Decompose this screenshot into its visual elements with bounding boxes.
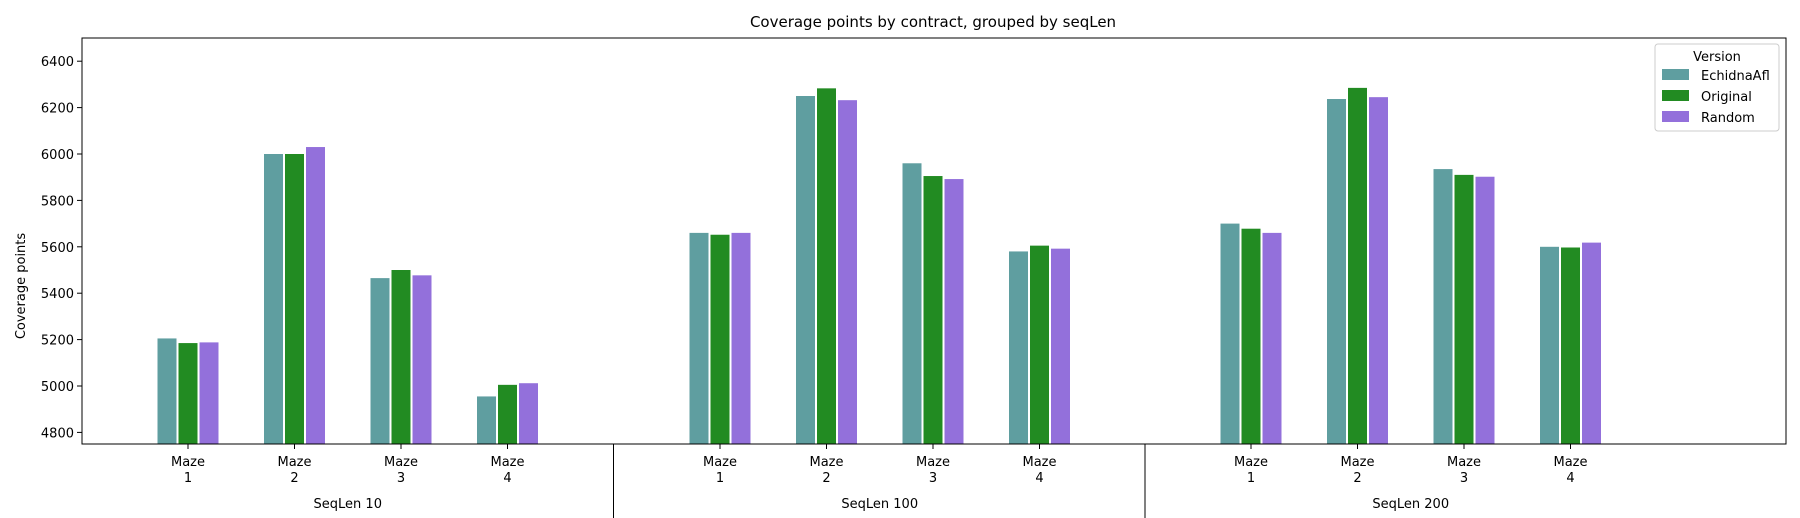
x-tick-label: Maze (916, 455, 950, 470)
bar (1220, 223, 1240, 444)
bar (1241, 228, 1261, 444)
bar (306, 147, 325, 445)
y-tick-label: 5800 (41, 194, 74, 209)
x-tick-label: 2 (822, 471, 830, 486)
x-tick-label: Maze (490, 455, 524, 470)
bar (1030, 245, 1049, 444)
x-tick-label: Maze (703, 455, 737, 470)
legend-swatch (1662, 90, 1689, 101)
x-tick-label: 3 (929, 471, 937, 486)
y-tick-label: 6400 (41, 55, 74, 70)
plot-area: 4800 5000 5200 5400 5600 5800 6000 6200 6400 Maze… (41, 55, 1601, 518)
legend-swatch (1662, 69, 1689, 80)
plot-frame (81, 37, 1787, 445)
bar (817, 88, 836, 445)
bar (199, 342, 219, 444)
bar (1582, 242, 1601, 444)
x-tick-label: 3 (397, 471, 405, 486)
x-tick-label: 4 (1035, 471, 1043, 486)
legend: Version EchidnaAfl Original Random (1654, 43, 1780, 132)
x-tick-label: Maze (1447, 455, 1481, 470)
x-tick-label: Maze (171, 455, 205, 470)
bar (902, 163, 922, 444)
bar (1433, 169, 1453, 444)
bar (710, 234, 730, 444)
x-tick-label: Maze (809, 455, 843, 470)
x-tick-label: 1 (716, 471, 724, 486)
bar (391, 270, 411, 444)
chart-title: Coverage points by contract, grouped by … (750, 13, 1116, 31)
legend-box (1654, 43, 1780, 132)
bar (1009, 251, 1028, 444)
bar (1327, 99, 1346, 445)
bar (1369, 97, 1388, 444)
y-tick-label: 5200 (41, 334, 74, 349)
x-tick-label: 4 (1566, 471, 1574, 486)
bar (731, 232, 751, 444)
bar (1454, 174, 1474, 444)
y-tick-label: 6000 (41, 148, 74, 163)
bar (923, 176, 943, 445)
bar (1540, 246, 1559, 444)
bar (796, 96, 815, 444)
x-tick-label: 3 (1460, 471, 1468, 486)
y-axis-label: Coverage points (14, 233, 29, 340)
bar (838, 100, 857, 445)
x-tick-label: Maze (1234, 455, 1268, 470)
y-tick-label: 4800 (41, 426, 74, 441)
x-tick-label: 2 (1353, 471, 1361, 486)
y-tick-label: 5400 (41, 287, 74, 302)
y-tick-label: 5600 (41, 241, 74, 256)
legend-swatch (1662, 111, 1689, 122)
bar (519, 383, 538, 444)
bar (285, 154, 304, 444)
x-tick-label: Maze (1340, 455, 1374, 470)
bar (1051, 248, 1070, 444)
y-tick-label: 5000 (41, 380, 74, 395)
bar (477, 396, 496, 444)
bar (264, 154, 283, 444)
bar (370, 278, 390, 444)
x-tick-label: Maze (1022, 455, 1056, 470)
x-tick-label: 2 (290, 471, 298, 486)
x-tick-label: Maze (277, 455, 311, 470)
x-tick-label: 1 (184, 471, 192, 486)
bar (1475, 176, 1495, 444)
bar (1561, 247, 1580, 444)
bar (1262, 232, 1282, 444)
y-tick-label: 6200 (41, 102, 74, 117)
group-label: SeqLen 200 (1372, 497, 1449, 512)
legend-title: Version (1693, 50, 1741, 65)
group-label: SeqLen 10 (314, 497, 382, 512)
x-tick-label: Maze (1553, 455, 1587, 470)
bar (412, 275, 432, 444)
legend-label: Original (1701, 90, 1752, 105)
bar (1348, 87, 1367, 444)
x-tick-label: 4 (503, 471, 511, 486)
legend-label: EchidnaAfl (1701, 69, 1770, 84)
bar (498, 384, 517, 444)
legend-label: Random (1701, 111, 1755, 126)
group-label: SeqLen 100 (841, 497, 918, 512)
bar (689, 232, 709, 444)
bar (178, 343, 198, 444)
bar (944, 179, 964, 444)
x-tick-label: Maze (384, 455, 418, 470)
x-tick-label: 1 (1247, 471, 1255, 486)
bar (157, 338, 177, 444)
